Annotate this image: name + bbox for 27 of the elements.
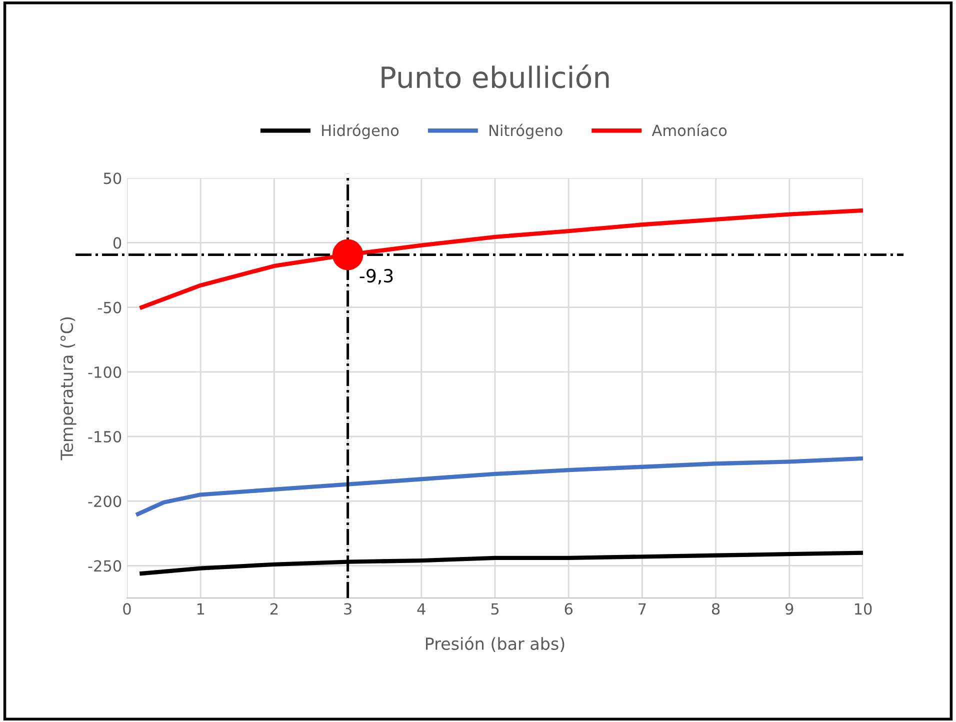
- legend-label: Hidrógeno: [322, 124, 399, 140]
- legend-label: Amoníaco: [652, 124, 727, 136]
- x-tick-label: 6: [564, 603, 572, 615]
- y-axis-title: Temperatura (°C): [60, 317, 76, 460]
- x-tick-label: 7: [638, 603, 646, 614]
- x-axis-title: Presión (bar abs): [426, 636, 564, 652]
- legend-label: Nitrógeno: [490, 124, 562, 140]
- x-tick-label: 2: [270, 603, 278, 614]
- x-tick-label: 1: [197, 603, 204, 614]
- x-tick-label: 0: [123, 603, 131, 615]
- y-tick-label: -150: [88, 430, 122, 443]
- x-tick-label: 5: [491, 603, 499, 615]
- line-series: [136, 456, 863, 516]
- y-tick-label: -100: [88, 366, 122, 378]
- y-tick-label: 50: [104, 172, 122, 184]
- x-tick-label: 3: [344, 603, 352, 615]
- x-tick-label: 9: [786, 603, 794, 615]
- y-tick-label: -250: [88, 560, 122, 572]
- x-tick-label: 10: [854, 603, 872, 615]
- x-tick-label: 4: [417, 603, 426, 614]
- x-tick-label: 8: [712, 603, 720, 615]
- y-tick-label: -200: [88, 496, 122, 508]
- y-tick-label: -50: [98, 302, 122, 314]
- chart-title: Punto ebullición: [382, 64, 609, 88]
- line-series: [140, 208, 863, 310]
- y-tick-label: 0: [113, 237, 122, 249]
- annotation: -9,3: [360, 268, 393, 284]
